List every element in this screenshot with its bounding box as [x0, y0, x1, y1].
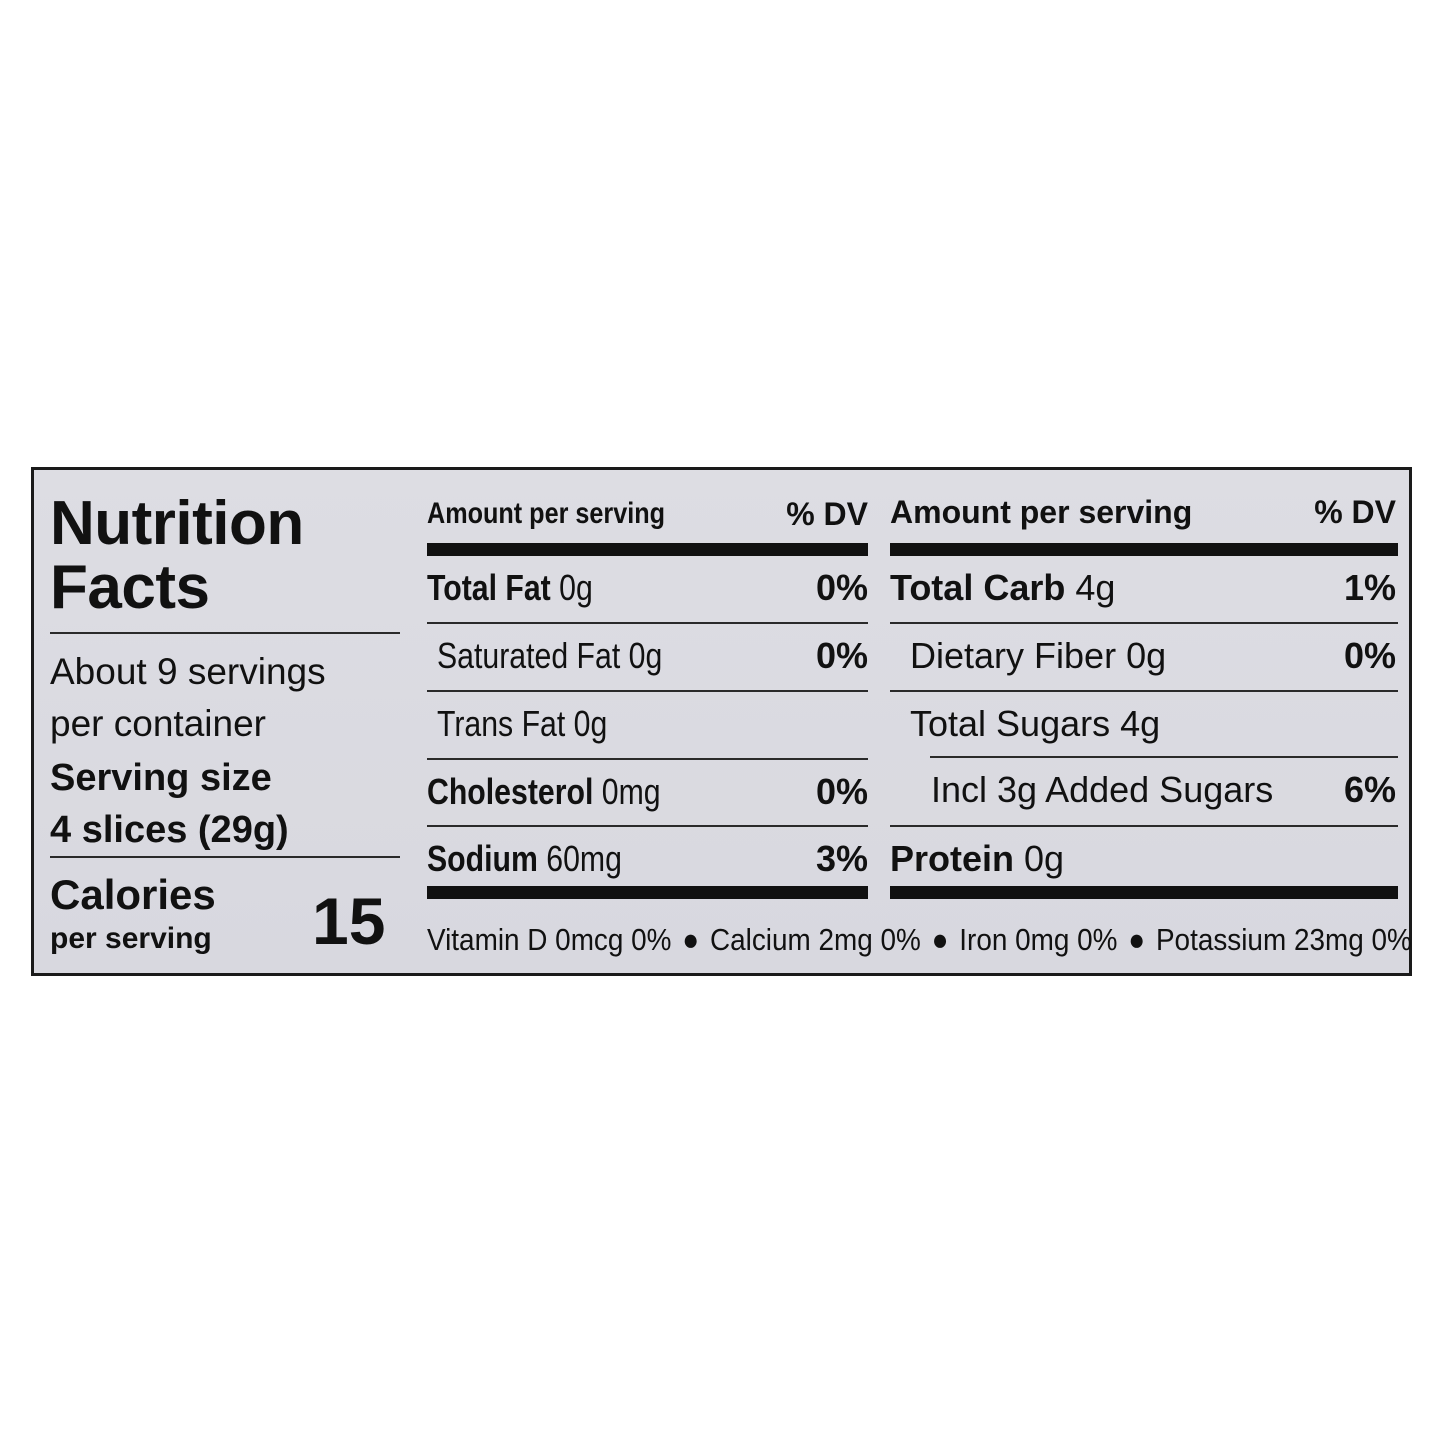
dv-cholesterol: 0% — [815, 771, 868, 812]
thick-divider — [427, 886, 868, 899]
calories-per-serving-label: per serving — [50, 922, 212, 955]
row-protein: Protein 0g — [890, 838, 1065, 879]
row-trans-fat: Trans Fat 0g — [437, 703, 608, 744]
calories-value: 15 — [312, 884, 386, 958]
left-header-dv: % DV — [786, 496, 868, 532]
right-header-amount: Amount per serving — [890, 494, 1193, 530]
divider — [427, 758, 868, 760]
divider — [930, 756, 1398, 758]
calcium: Calcium 2mg 0% — [709, 922, 921, 957]
row-saturated-fat: Saturated Fat 0g — [437, 635, 663, 676]
divider — [890, 825, 1398, 827]
thick-divider — [890, 543, 1398, 556]
bullet-separator: ● — [682, 922, 700, 957]
thick-divider — [427, 543, 868, 556]
divider — [50, 632, 400, 634]
row-total-fat: Total Fat 0g — [427, 567, 593, 608]
dv-sodium: 3% — [815, 838, 868, 879]
serving-size: Serving size 4 slices (29g) — [50, 757, 289, 851]
potassium: Potassium 23mg 0% — [1155, 922, 1412, 957]
dv-total-carb: 1% — [1343, 567, 1396, 608]
vitamin-d: Vitamin D 0mcg 0% — [427, 922, 672, 957]
dv-dietary-fiber: 0% — [1343, 635, 1396, 676]
nutrition-facts-label: Nutrition Facts About 9 servings per con… — [31, 467, 1412, 976]
divider — [890, 690, 1398, 692]
micronutrient-footer: Vitamin D 0mcg 0% ● Calcium 2mg 0% ● Iron 0m… — [427, 922, 1412, 958]
nutrition-facts-title: Nutrition Facts — [50, 489, 304, 622]
divider — [427, 622, 868, 624]
iron: Iron 0mg 0% — [959, 922, 1118, 957]
right-header-dv: % DV — [1314, 494, 1396, 530]
row-total-sugars: Total Sugars 4g — [910, 703, 1161, 744]
row-added-sugars: Incl 3g Added Sugars — [931, 769, 1274, 810]
calories-label: Calories — [50, 871, 216, 918]
divider — [427, 825, 868, 827]
divider — [50, 856, 400, 858]
dv-saturated-fat: 0% — [815, 635, 868, 676]
dv-added-sugars: 6% — [1343, 769, 1396, 810]
divider — [427, 690, 868, 692]
row-sodium: Sodium 60mg — [427, 838, 622, 879]
bullet-separator: ● — [931, 922, 949, 957]
dv-total-fat: 0% — [815, 567, 868, 608]
divider — [890, 622, 1398, 624]
thick-divider — [890, 886, 1398, 899]
bullet-separator: ● — [1128, 922, 1146, 957]
row-cholesterol: Cholesterol 0mg — [427, 771, 661, 812]
left-header-amount: Amount per serving — [427, 497, 666, 530]
servings-per-container: About 9 servings per container — [50, 651, 326, 744]
row-total-carb: Total Carb 4g — [890, 567, 1116, 608]
row-dietary-fiber: Dietary Fiber 0g — [910, 635, 1167, 676]
